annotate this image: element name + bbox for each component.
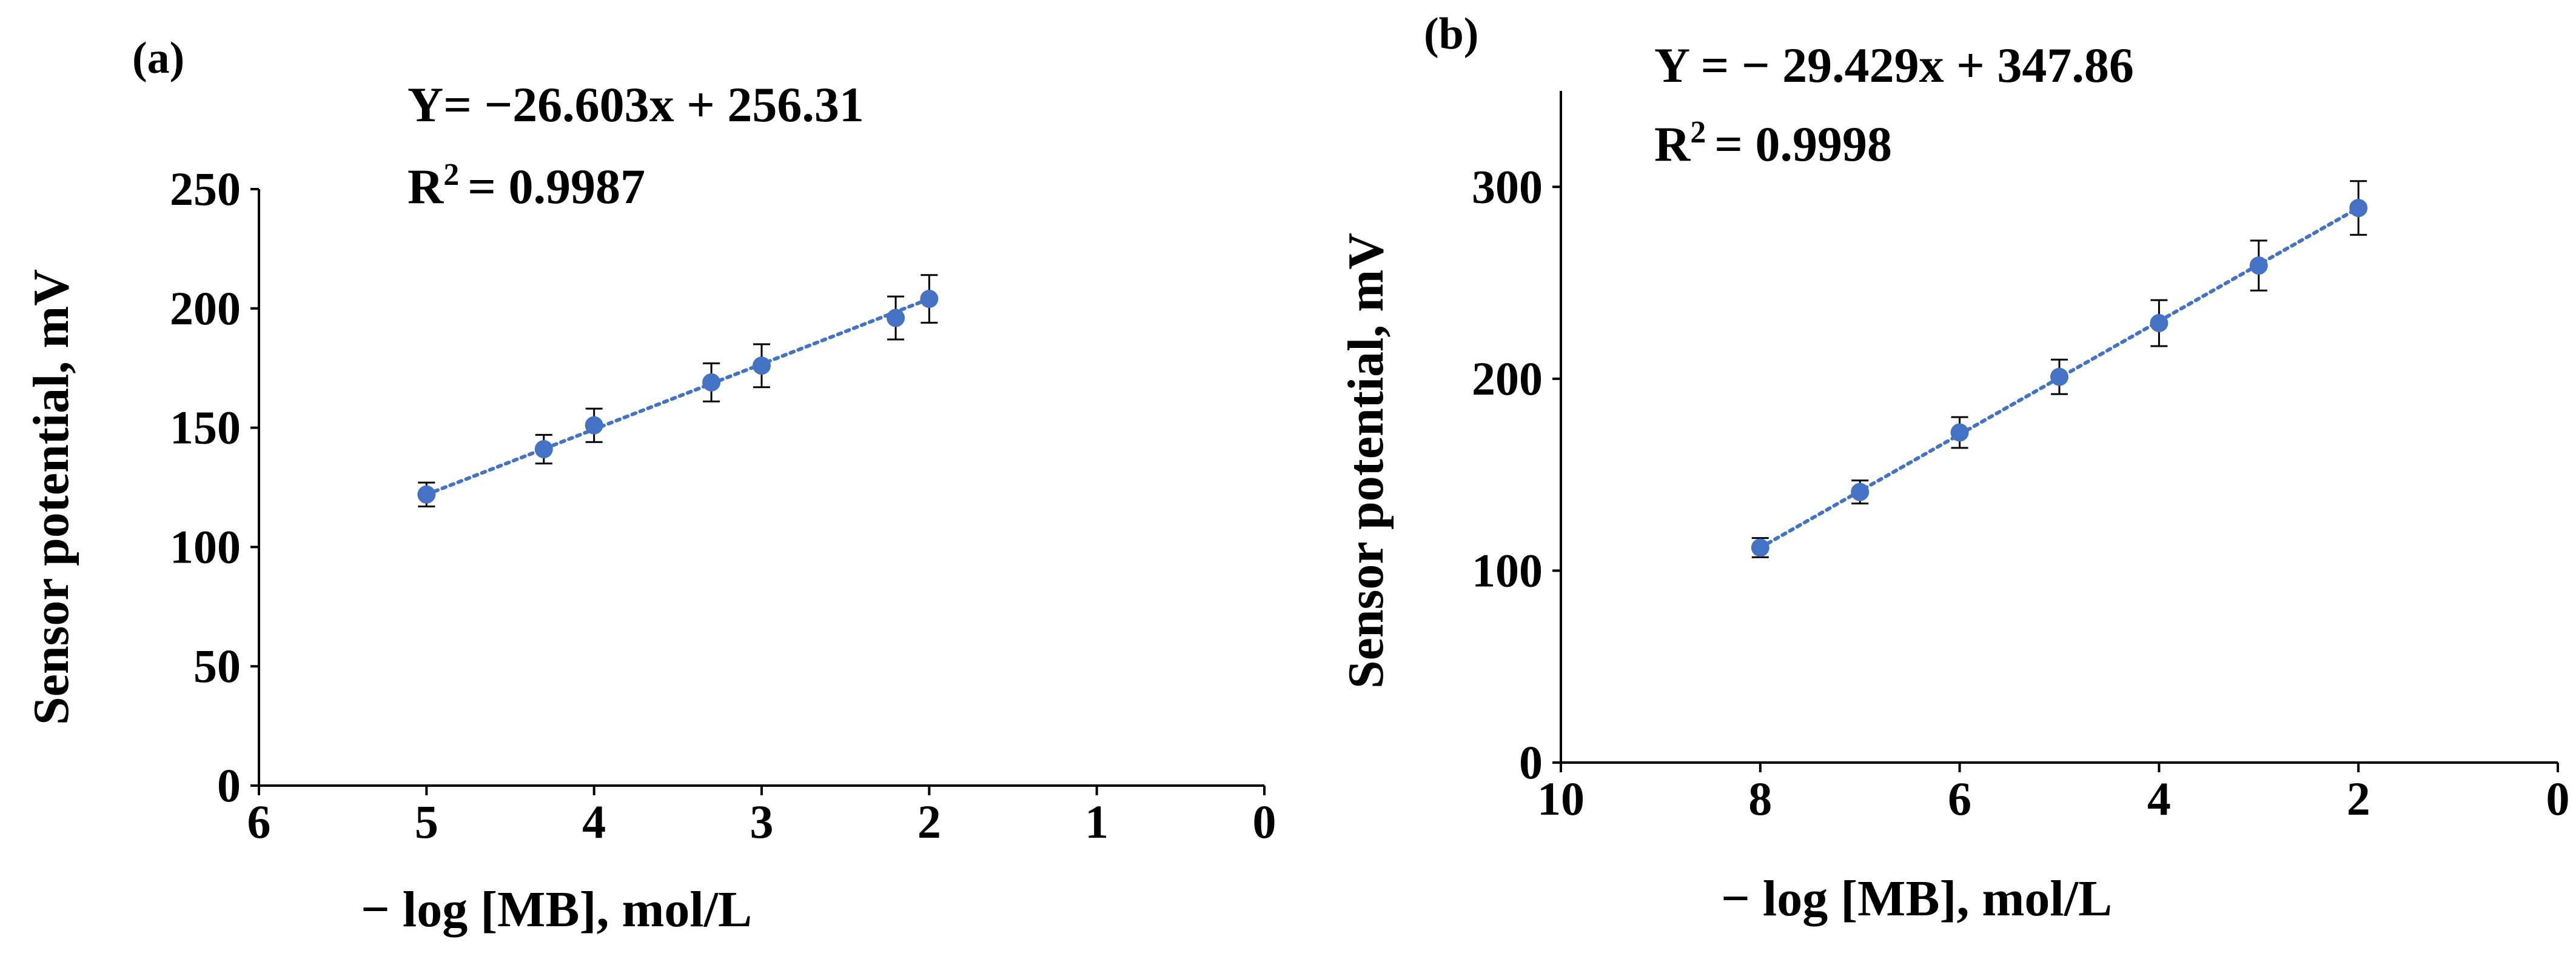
panel-a-points bbox=[417, 274, 939, 507]
panel-b-x-tick-label: 2 bbox=[2347, 772, 2370, 825]
panel-b-x-tick-label: 0 bbox=[2546, 772, 2570, 825]
panel-b-x-tick-label: 10 bbox=[1537, 772, 1585, 825]
panel-b-y-tick-label: 0 bbox=[1519, 736, 1543, 789]
panel-a-r2-sup: 2 bbox=[443, 158, 459, 192]
panel-a-data-point bbox=[585, 416, 603, 435]
panel-a: (a) Y= −26.603x + 256.31 R2 = 0.9987 0501… bbox=[23, 33, 1276, 938]
panel-b-x-tick-label: 6 bbox=[1948, 772, 1971, 825]
panel-a-data-point bbox=[753, 356, 771, 375]
panel-b-x-tick-label: 8 bbox=[1748, 772, 1772, 825]
panel-b-x-tick-label: 4 bbox=[2147, 772, 2171, 825]
panel-b: (b) Y = − 29.429x + 347.86 R2 = 0.9998 01… bbox=[1338, 9, 2570, 927]
panel-a-y-tick-label: 150 bbox=[170, 401, 241, 454]
panel-a-x-ticks: 6 5 4 3 2 1 0 bbox=[247, 786, 1276, 848]
panel-a-y-tick-label: 50 bbox=[193, 640, 241, 692]
panel-a-data-point bbox=[417, 485, 436, 504]
panel-b-data-point bbox=[2150, 314, 2168, 333]
panel-a-y-label: Sensor potential, mV bbox=[23, 269, 79, 725]
panel-b-data-point bbox=[2349, 199, 2368, 218]
panel-a-x-tick-label: 4 bbox=[582, 795, 606, 848]
panel-b-data-point bbox=[1751, 538, 1769, 557]
panel-a-y-ticks: 0 50 100 150 200 250 bbox=[170, 162, 259, 812]
panel-a-data-point bbox=[702, 373, 721, 392]
panel-b-points bbox=[1751, 180, 2368, 558]
panel-a-y-tick-label: 200 bbox=[170, 282, 241, 335]
panel-a-data-point bbox=[534, 440, 553, 459]
panel-a-data-point bbox=[887, 309, 905, 327]
panel-b-equation: Y = − 29.429x + 347.86 bbox=[1654, 38, 2134, 93]
panel-a-x-tick-label: 5 bbox=[415, 795, 438, 848]
panel-b-y-tick-label: 300 bbox=[1472, 160, 1543, 213]
panel-b-data-point bbox=[1950, 423, 1969, 442]
panel-a-x-tick-label: 0 bbox=[1253, 795, 1276, 848]
panel-b-r2-prefix: R bbox=[1654, 116, 1691, 172]
panel-b-label: (b) bbox=[1424, 9, 1478, 59]
panel-b-y-tick-label: 200 bbox=[1472, 352, 1543, 405]
panel-b-data-point bbox=[1851, 483, 1870, 501]
panel-b-r2-value: = 0.9998 bbox=[1714, 116, 1892, 172]
panel-a-axes bbox=[258, 189, 1264, 787]
panel-b-r2: R2 = 0.9998 bbox=[1654, 115, 1892, 172]
panel-a-x-tick-label: 1 bbox=[1085, 795, 1109, 848]
panel-a-trendline bbox=[424, 297, 931, 496]
panel-a-x-tick-label: 2 bbox=[917, 795, 941, 848]
panel-a-data-point bbox=[920, 290, 939, 309]
panel-b-x-label: − log [MB], mol/L bbox=[1721, 870, 2112, 927]
panel-b-y-label: Sensor potential, mV bbox=[1338, 233, 1394, 689]
panel-a-y-tick-label: 0 bbox=[217, 759, 241, 812]
panel-b-y-tick-label: 100 bbox=[1472, 544, 1543, 596]
panel-a-y-tick-label: 250 bbox=[170, 162, 241, 215]
panel-a-label: (a) bbox=[132, 33, 184, 83]
panel-b-r2-sup: 2 bbox=[1690, 115, 1706, 150]
panel-a-x-label: − log [MB], mol/L bbox=[361, 881, 752, 938]
panel-a-x-tick-label: 6 bbox=[247, 795, 271, 848]
panel-b-x-ticks: 10 8 6 4 2 0 bbox=[1537, 763, 2570, 825]
panel-a-r2: R2 = 0.9987 bbox=[408, 158, 645, 214]
panel-b-axes bbox=[1560, 91, 2558, 764]
panel-b-data-point bbox=[2249, 256, 2268, 275]
panel-a-r2-value: = 0.9987 bbox=[468, 159, 645, 214]
panel-a-r2-prefix: R bbox=[408, 159, 444, 214]
panel-a-y-tick-label: 100 bbox=[170, 520, 241, 573]
panel-a-trendline-group bbox=[424, 297, 931, 496]
panel-b-data-point bbox=[2050, 367, 2068, 386]
panel-a-equation: Y= −26.603x + 256.31 bbox=[408, 77, 864, 132]
panel-b-y-ticks: 0 100 200 300 bbox=[1472, 160, 1561, 789]
panel-a-x-tick-label: 3 bbox=[750, 795, 774, 848]
